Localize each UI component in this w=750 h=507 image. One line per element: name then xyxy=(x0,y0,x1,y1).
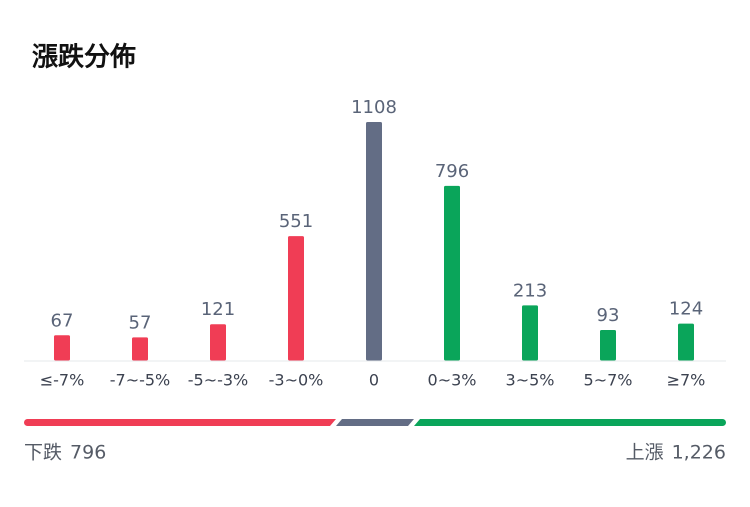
value-label: 57 xyxy=(129,312,152,333)
value-label: 1108 xyxy=(351,97,397,118)
x-tick-label: ≥7% xyxy=(667,371,706,390)
value-label: 796 xyxy=(435,161,469,182)
x-tick-label: -5~-3% xyxy=(188,371,249,390)
down-label: 下跌 xyxy=(24,442,62,464)
x-tick-label: 0~3% xyxy=(428,371,477,390)
x-tick-label: 0 xyxy=(369,371,379,390)
bar xyxy=(132,337,148,361)
bar xyxy=(288,236,304,361)
x-tick-label: ≤-7% xyxy=(40,371,85,390)
up-label: 上漲 xyxy=(626,442,664,464)
value-label: 93 xyxy=(597,305,620,326)
bar xyxy=(444,185,460,361)
bar xyxy=(522,305,538,361)
value-label: 67 xyxy=(51,310,74,331)
bar xyxy=(210,324,226,361)
x-tick-label: 3~5% xyxy=(506,371,555,390)
value-label: 213 xyxy=(513,280,547,301)
x-tick-label: -3~0% xyxy=(269,371,324,390)
value-label: 124 xyxy=(669,299,703,320)
summary-down xyxy=(24,419,337,427)
bar xyxy=(600,329,616,361)
down-value: 796 xyxy=(70,442,106,464)
bar xyxy=(54,335,70,361)
summary-flat xyxy=(336,419,414,426)
bar xyxy=(678,323,694,361)
x-tick-label: 5~7% xyxy=(584,371,633,390)
x-tick-label: -7~-5% xyxy=(110,371,171,390)
up-value: 1,226 xyxy=(672,442,726,464)
value-label: 121 xyxy=(201,299,235,320)
value-label: 551 xyxy=(279,211,313,232)
bar xyxy=(366,122,382,361)
chart-title: 漲跌分佈 xyxy=(32,42,136,73)
summary-up xyxy=(414,419,726,427)
